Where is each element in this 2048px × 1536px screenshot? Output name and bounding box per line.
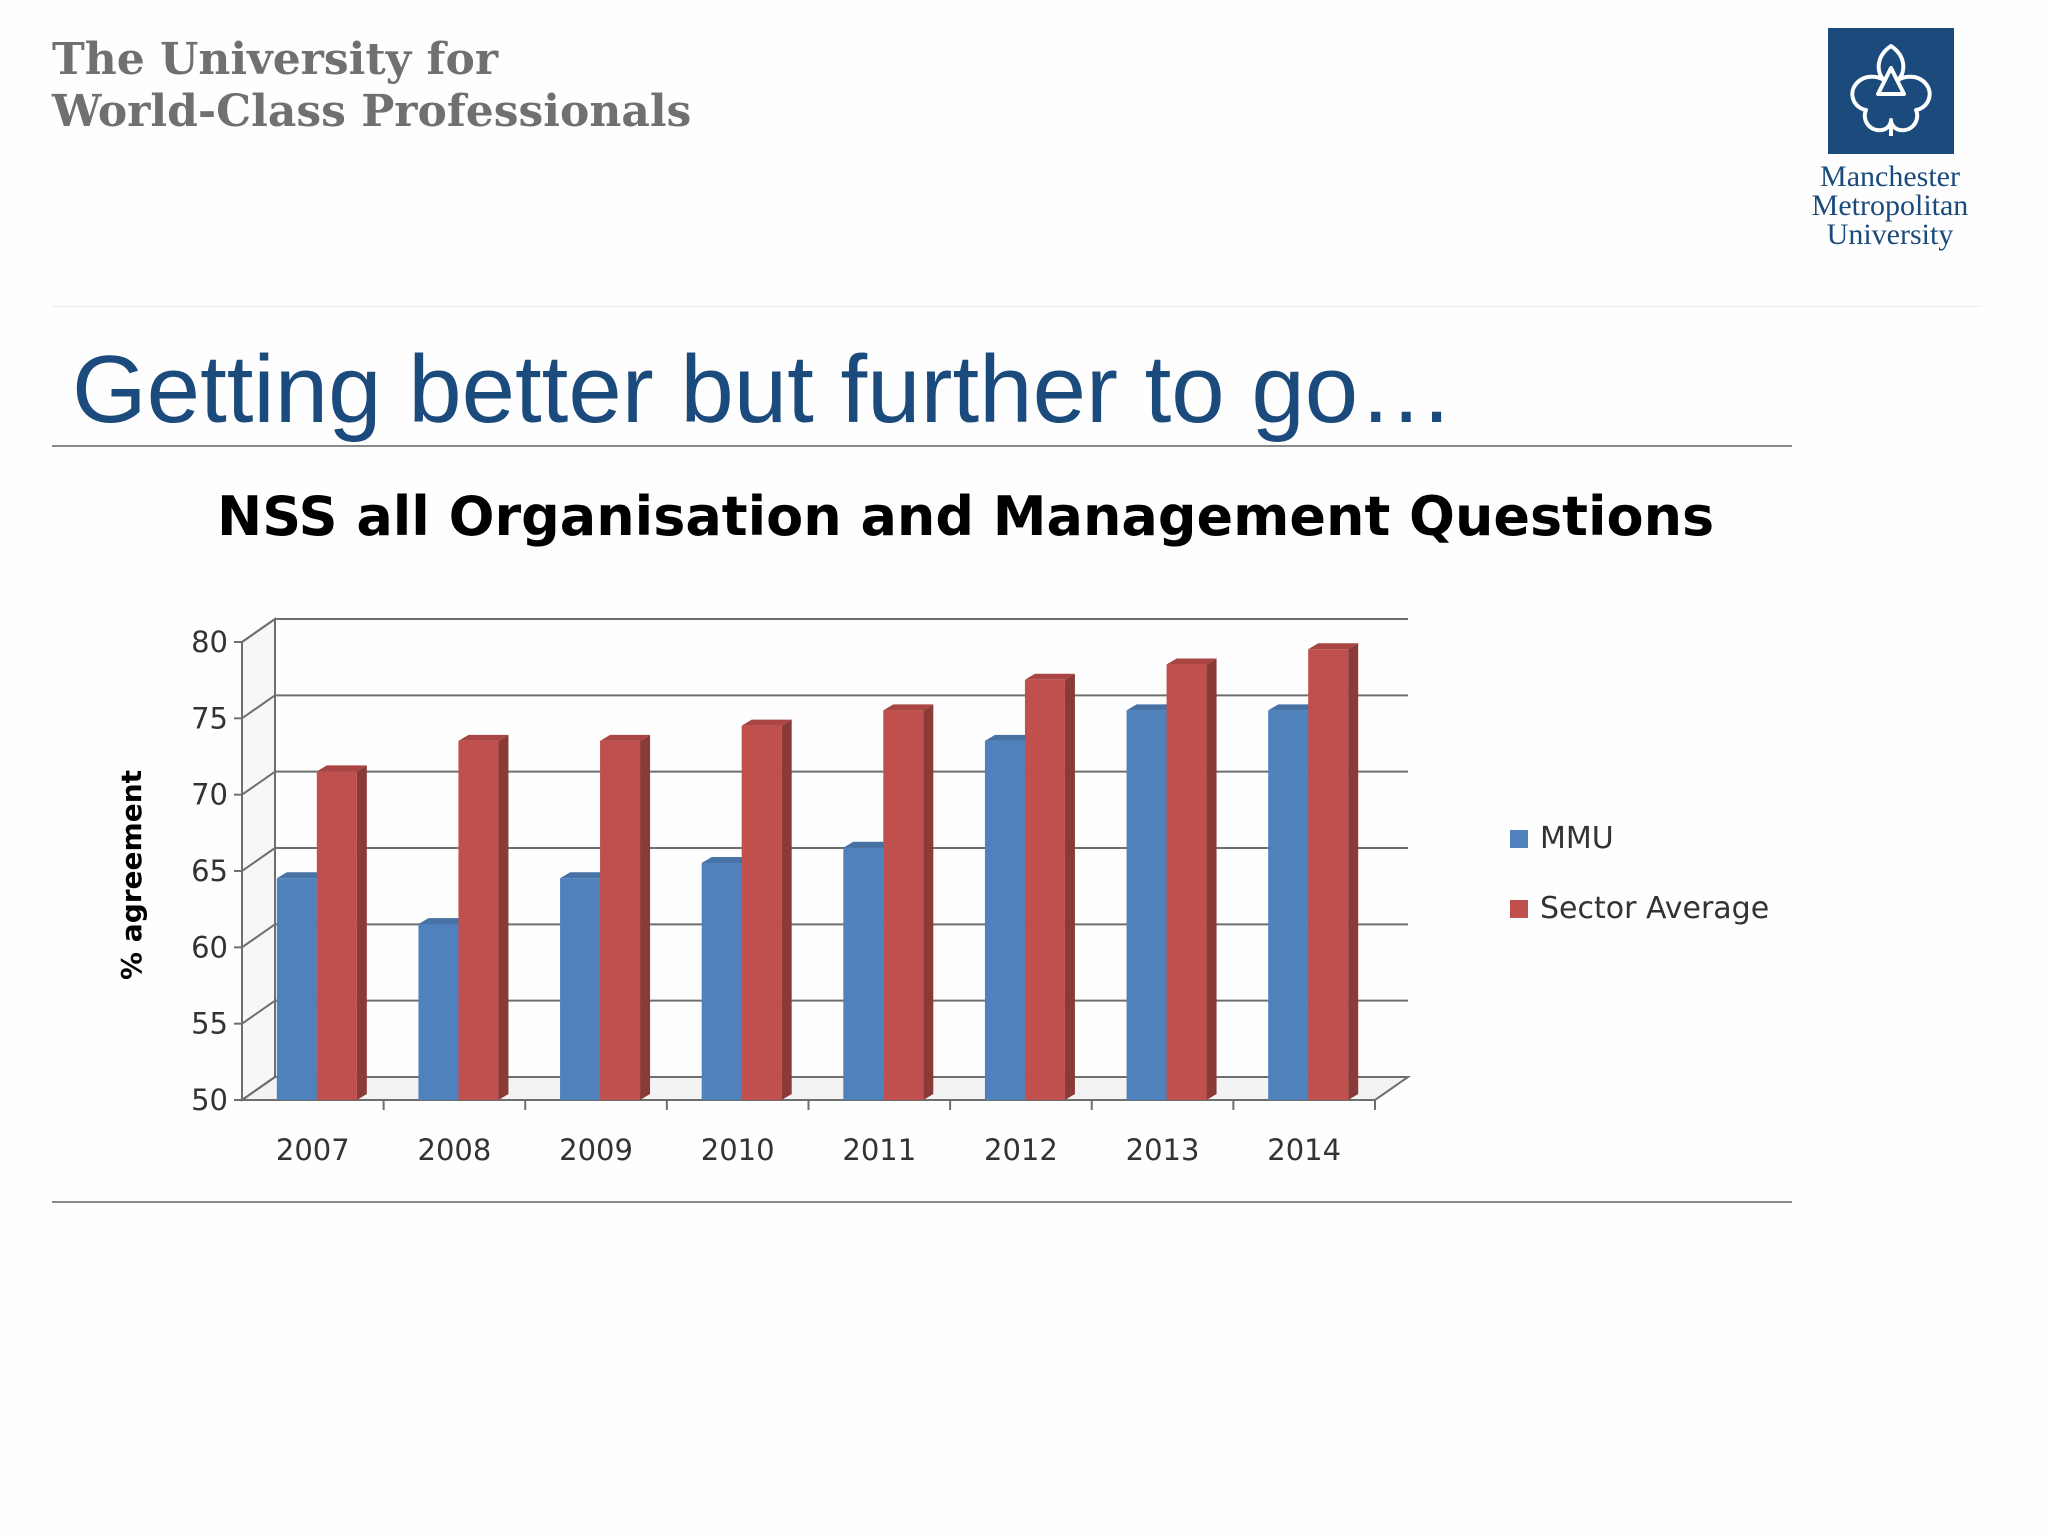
bar-front — [316, 771, 357, 1100]
gridline-depth — [241, 999, 276, 1025]
bar-front — [560, 878, 601, 1100]
bar-side — [498, 734, 509, 1100]
y-tick-label: 70 — [191, 778, 228, 812]
bar-side — [1064, 673, 1075, 1100]
bar-front — [883, 710, 924, 1100]
bar-sector-average-2013 — [1166, 658, 1217, 1100]
bar-top — [984, 734, 1035, 741]
slide-title: Getting better but further to go… — [72, 336, 1455, 443]
title-underline — [52, 445, 1792, 447]
x-tick-label: 2011 — [842, 1133, 916, 1167]
logo-line-3: University — [1826, 218, 1954, 251]
bar-top — [883, 704, 934, 711]
bar-side — [1348, 643, 1359, 1100]
bar-top — [560, 872, 611, 879]
y-tick-label: 50 — [191, 1083, 228, 1117]
legend-swatch — [1510, 830, 1528, 848]
bar-top — [1308, 643, 1359, 650]
bar-top — [1126, 704, 1177, 711]
chart-floor — [238, 1076, 1412, 1101]
bar-front — [984, 740, 1025, 1100]
bar-sector-average-2008 — [458, 734, 509, 1100]
bar-front — [1268, 710, 1309, 1100]
bar-top — [418, 918, 469, 925]
header-divider — [52, 306, 1982, 307]
bar-side — [640, 734, 651, 1100]
university-logo: Manchester Metropolitan University — [1780, 22, 2000, 262]
legend-swatch — [1510, 900, 1528, 918]
tagline-line-2: World-Class Professionals — [52, 86, 692, 137]
bar-front — [741, 725, 782, 1100]
chart-title: NSS all Organisation and Management Ques… — [217, 485, 1714, 548]
y-tick-label: 75 — [191, 701, 228, 735]
x-tick-label: 2014 — [1267, 1133, 1341, 1167]
y-tick-label: 80 — [191, 625, 228, 659]
logo-line-1: Manchester — [1820, 160, 1960, 193]
y-axis-label: % agreement — [115, 770, 148, 980]
bar-front — [418, 924, 459, 1100]
bar-front — [843, 847, 884, 1100]
bar-top — [316, 765, 367, 772]
chart-bottom-rule — [52, 1201, 1792, 1203]
gridline-depth — [241, 770, 276, 796]
legend-label: MMU — [1540, 821, 1614, 856]
bar-side — [356, 765, 367, 1100]
logo-wordmark: Manchester Metropolitan University — [1780, 160, 2000, 251]
y-tick-label: 60 — [191, 930, 228, 964]
bar-front — [276, 878, 317, 1100]
bar-sector-average-2009 — [600, 734, 651, 1100]
bar-front — [1308, 649, 1349, 1100]
chart-legend: MMU Sector Average — [1510, 821, 1769, 926]
bar-sector-average-2011 — [883, 704, 934, 1100]
bar-top — [276, 872, 327, 879]
plot-area: 50 55 60 65 70 75 80 2007 2008 2009 2010 2011 2012 20… — [191, 617, 1412, 1167]
bar-front — [1166, 664, 1207, 1100]
x-tick-label: 2008 — [418, 1133, 492, 1167]
gridline-depth — [241, 923, 276, 949]
bar-top — [701, 857, 752, 863]
gridline-depth — [241, 618, 276, 643]
tagline-line-1: The University for — [52, 34, 499, 85]
bar-front — [1024, 679, 1065, 1100]
bar-top — [600, 734, 651, 741]
bar-sector-average-2012 — [1024, 673, 1075, 1100]
x-tick-label: 2009 — [559, 1133, 633, 1167]
gridline-depth — [241, 1076, 276, 1101]
bar-front — [701, 863, 742, 1100]
bar-side — [1206, 658, 1217, 1100]
y-tick-label: 65 — [191, 854, 228, 888]
trefoil-emblem-icon — [1828, 28, 1954, 154]
bar-top — [843, 841, 894, 848]
university-tagline: The University for World-Class Professio… — [52, 34, 691, 138]
bar-front — [1126, 710, 1167, 1100]
bar-top — [1166, 658, 1217, 665]
y-tick-label: 55 — [191, 1007, 228, 1041]
gridline-depth — [241, 694, 276, 720]
x-tick-label: 2010 — [701, 1133, 775, 1167]
bar-top — [1268, 704, 1319, 711]
legend-label: Sector Average — [1540, 891, 1769, 926]
bar-top — [1024, 673, 1075, 680]
x-tick-label: 2012 — [984, 1133, 1058, 1167]
bar-side — [923, 704, 934, 1100]
logo-line-2: Metropolitan — [1811, 189, 1969, 222]
bar-sector-average-2010 — [741, 719, 792, 1100]
bar-sector-average-2014 — [1308, 643, 1359, 1100]
bar-side — [781, 719, 792, 1100]
bar-front — [600, 740, 641, 1100]
gridline-depth — [241, 847, 276, 872]
x-tick-label: 2007 — [276, 1133, 350, 1167]
bar-top — [458, 734, 509, 741]
bar-sector-average-2007 — [316, 765, 367, 1100]
bar-front — [458, 740, 499, 1100]
x-tick-label: 2013 — [1126, 1133, 1200, 1167]
bar-top — [741, 719, 792, 726]
